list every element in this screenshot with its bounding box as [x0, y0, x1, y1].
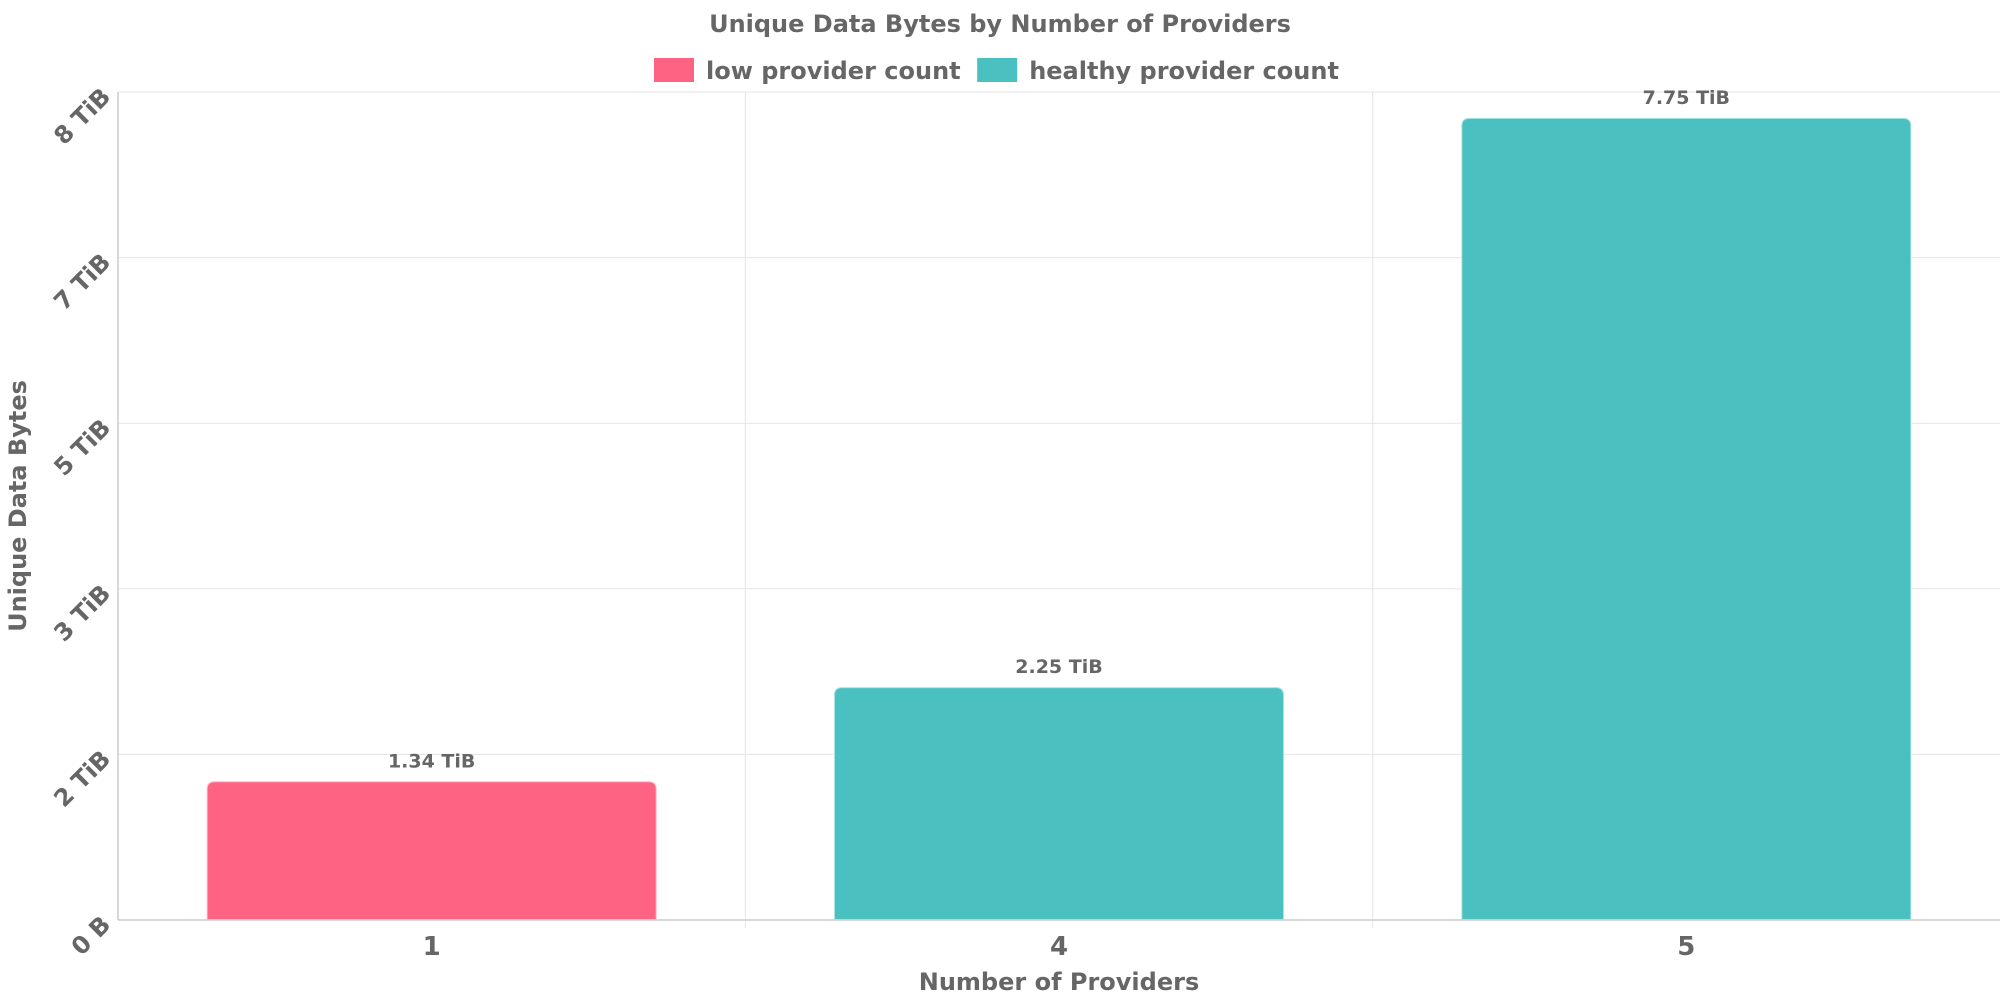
- chart-title: Unique Data Bytes by Number of Providers: [709, 10, 1291, 38]
- y-tick-label: 0 B: [66, 910, 116, 960]
- y-tick-label: 2 TiB: [48, 745, 116, 813]
- legend: low provider count healthy provider count: [654, 57, 1339, 85]
- x-axis-title: Number of Providers: [919, 968, 1199, 996]
- x-tick-label: 5: [1677, 932, 1695, 962]
- y-tick-label: 5 TiB: [48, 414, 116, 482]
- y-axis-title: Unique Data Bytes: [4, 380, 32, 632]
- bars: [205, 116, 1913, 921]
- legend-swatch: [977, 58, 1018, 82]
- data-label-4: 2.25 TiB: [1015, 656, 1102, 678]
- x-tick-label: 4: [1050, 932, 1068, 962]
- data-labels: 1.34 TiB 2.25 TiB 7.75 TiB: [388, 87, 1730, 772]
- y-tick-label: 3 TiB: [48, 579, 116, 647]
- legend-item[interactable]: low provider count: [654, 57, 961, 85]
- y-axis-ticks: 0 B 2 TiB 3 TiB 5 TiB 7 TiB 8 TiB: [48, 82, 116, 960]
- data-label-5: 7.75 TiB: [1643, 87, 1730, 109]
- legend-label: low provider count: [706, 57, 961, 85]
- legend-item[interactable]: healthy provider count: [977, 57, 1339, 85]
- data-label-1: 1.34 TiB: [388, 750, 475, 772]
- x-tick-label: 1: [423, 932, 441, 962]
- legend-label: healthy provider count: [1029, 57, 1339, 85]
- y-tick-label: 7 TiB: [48, 248, 116, 316]
- bar-4[interactable]: [833, 686, 1285, 921]
- bar-1[interactable]: [205, 780, 658, 921]
- bar-5[interactable]: [1460, 116, 1913, 921]
- x-axis-ticks: 1 4 5: [423, 932, 1696, 962]
- y-tick-label: 8 TiB: [48, 82, 116, 150]
- legend-swatch: [654, 58, 694, 82]
